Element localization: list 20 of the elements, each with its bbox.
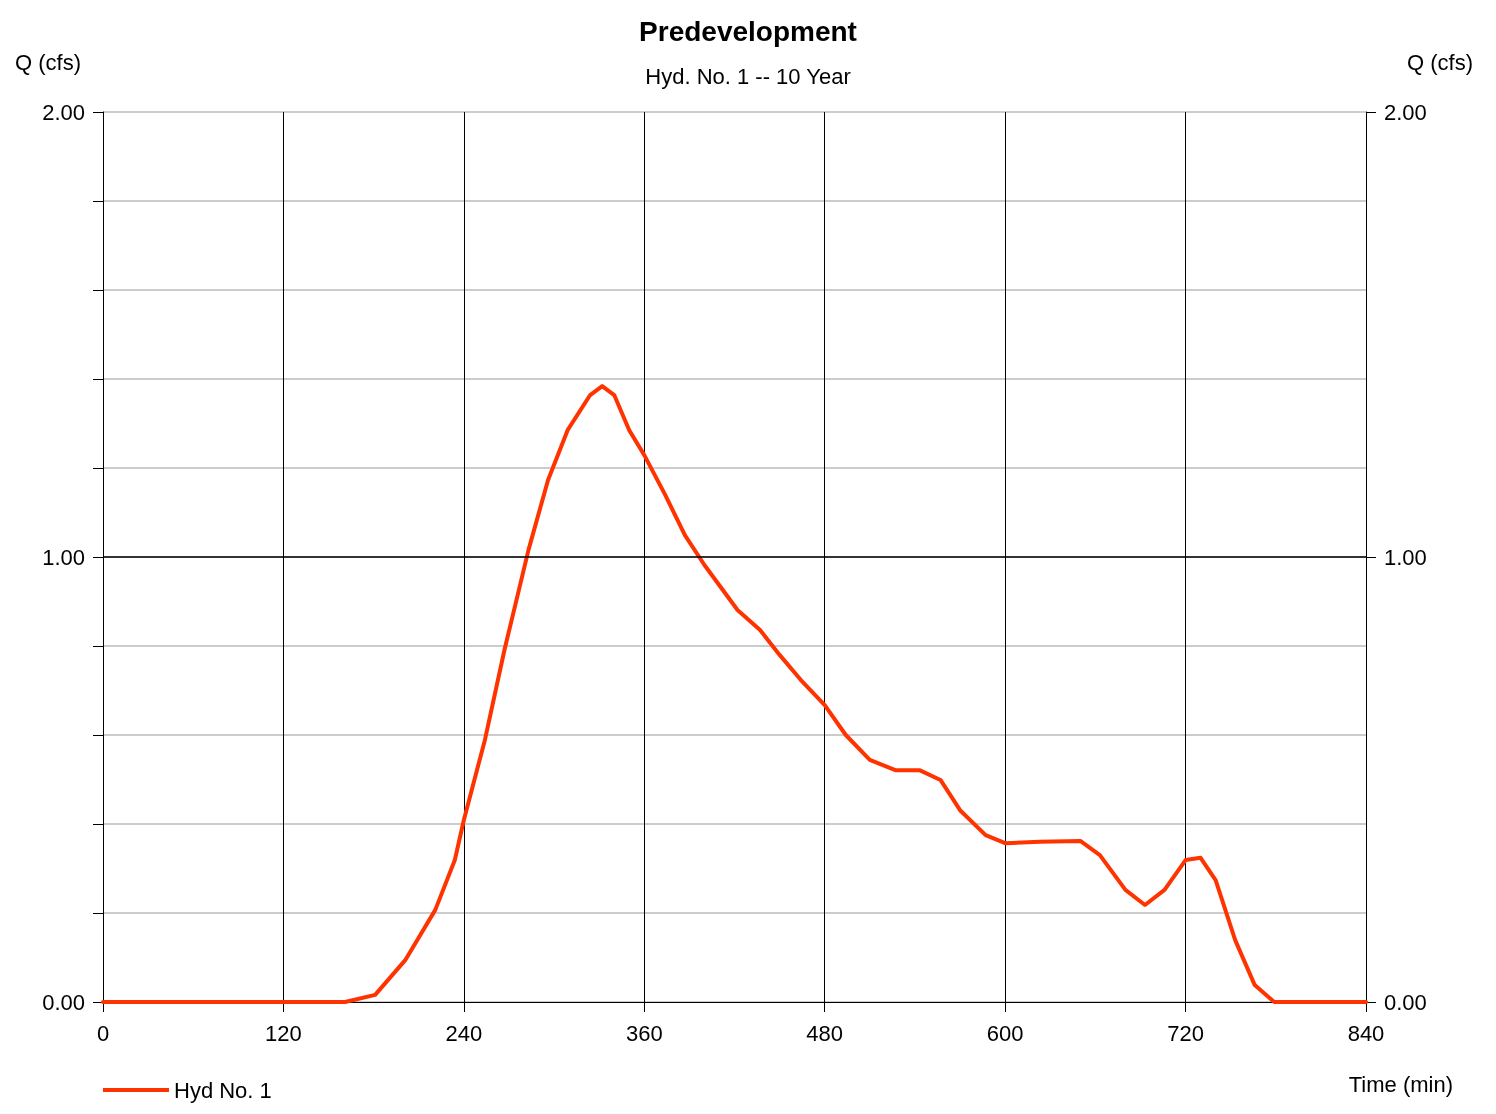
y-tick-label: 2.00: [42, 99, 85, 125]
chart-subtitle: Hyd. No. 1 -- 10 Year: [645, 63, 851, 89]
y-tick-label: 1.00: [42, 544, 85, 570]
y2-tick-label: 0.00: [1384, 989, 1427, 1015]
y2-axis-title: Q (cfs): [1407, 49, 1474, 75]
y2-tick-label: 2.00: [1384, 99, 1427, 125]
x-tick-label: 600: [986, 1020, 1024, 1046]
x-tick-label: 120: [265, 1020, 302, 1046]
y2-tick-label: 1.00: [1384, 544, 1427, 570]
x-tick-label: 0: [96, 1020, 110, 1046]
x-tick-label: 360: [625, 1020, 663, 1046]
x-axis-title: Time (min): [1348, 1071, 1454, 1097]
y-tick-label: 0.00: [42, 989, 85, 1015]
x-tick-label: 720: [1167, 1020, 1204, 1046]
x-tick-label: 240: [445, 1020, 483, 1046]
x-tick-label: 480: [806, 1020, 844, 1046]
x-tick-label: 840: [1347, 1020, 1385, 1046]
legend-label: Hyd No. 1: [174, 1077, 272, 1103]
y-axis-title: Q (cfs): [15, 49, 81, 75]
chart-title: Predevelopment: [639, 15, 857, 47]
